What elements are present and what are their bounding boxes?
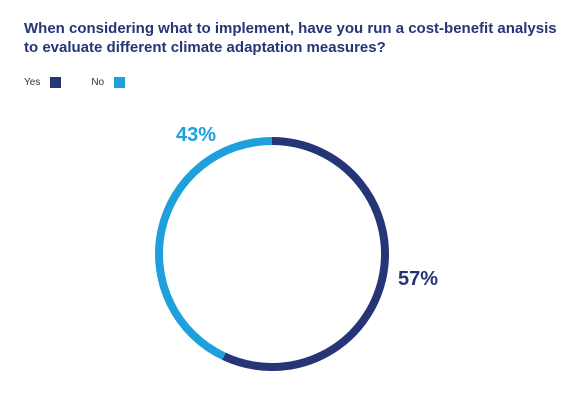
legend-swatch-no — [114, 76, 126, 88]
data-label-no: 43% — [176, 124, 217, 146]
donut-slice-no — [155, 137, 273, 360]
legend-swatch-yes — [50, 76, 62, 88]
donut-slice-yes — [222, 137, 389, 371]
legend-label-yes: Yes — [24, 76, 41, 88]
legend-item-yes: Yes — [24, 76, 62, 88]
legend: Yes No — [24, 74, 155, 90]
legend-item-no: No — [91, 76, 126, 88]
data-label-yes: 57% — [398, 268, 439, 290]
chart-title: When considering what to implement, have… — [24, 20, 557, 56]
legend-label-no: No — [91, 76, 105, 88]
